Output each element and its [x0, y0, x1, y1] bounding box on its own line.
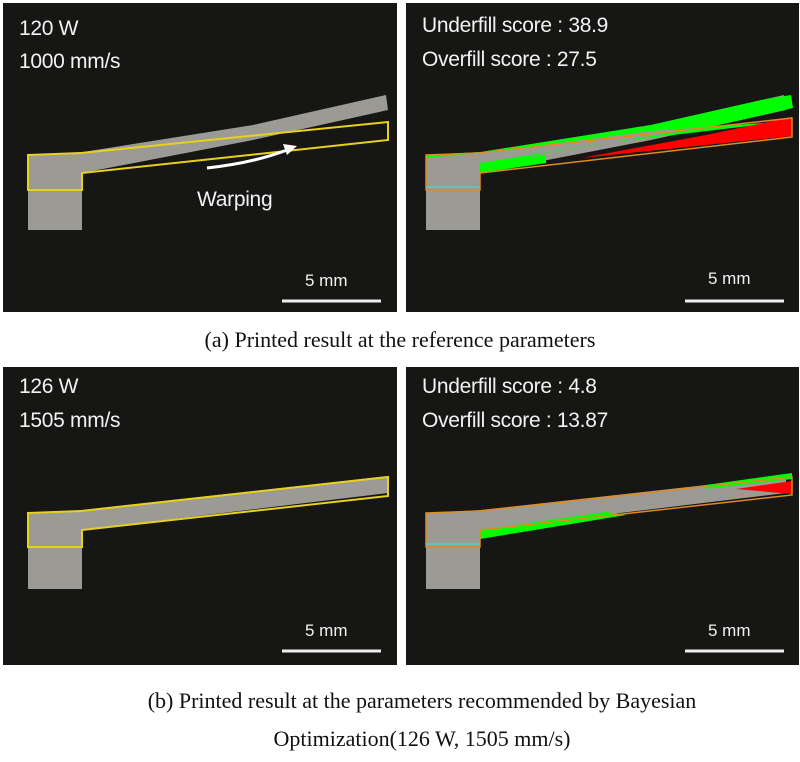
overfill-score: Overfill score : 27.5 [422, 48, 597, 71]
scale-label: 5 mm [305, 271, 348, 290]
photo-a-reference: 120 W 1000 mm/s Warping 5 mm [3, 3, 397, 312]
overfill-score: Overfill score : 13.87 [422, 409, 608, 432]
underfill-region [736, 481, 792, 494]
caption-b-line1: (b) Printed result at the parameters rec… [147, 688, 697, 713]
scale-label: 5 mm [708, 269, 751, 288]
caption-a: (a) Printed result at the reference para… [204, 327, 596, 352]
printed-part [28, 95, 388, 230]
scale-label: 5 mm [708, 621, 751, 640]
printed-part-b [27, 475, 389, 653]
score-a-reference: Underfill score : 38.9 Overfill score : … [406, 3, 799, 312]
speed-label: 1505 mm/s [19, 409, 121, 432]
speed-label: 1000 mm/s [19, 50, 121, 73]
score-overlay-b [425, 473, 793, 653]
target-outline [27, 120, 389, 191]
printed-part-a [27, 95, 389, 303]
photo-b-optimized: 126 W 1505 mm/s 5 mm [3, 367, 397, 665]
overfill-region [426, 95, 793, 171]
underfill-score: Underfill score : 38.9 [422, 14, 608, 37]
power-label: 126 W [19, 375, 79, 398]
warping-arrow-icon [206, 148, 288, 170]
power-label: 120 W [19, 17, 79, 40]
caption-b-line2: Optimization(126 W, 1505 mm/s) [273, 726, 571, 751]
score-overlay-a [425, 95, 793, 303]
underfill-score: Underfill score : 4.8 [422, 375, 597, 398]
overfill-region-low [480, 155, 546, 173]
warping-label: Warping [197, 188, 273, 211]
scale-label: 5 mm [305, 621, 348, 640]
target-outline [27, 475, 389, 548]
printed-part [28, 476, 388, 589]
target-outline [425, 117, 793, 191]
score-b-optimized: Underfill score : 4.8 Overfill score : 1… [406, 367, 799, 665]
target-outline [425, 476, 793, 548]
underfill-region [581, 117, 792, 158]
overfill-region [480, 512, 626, 539]
arrow-head [283, 144, 297, 155]
